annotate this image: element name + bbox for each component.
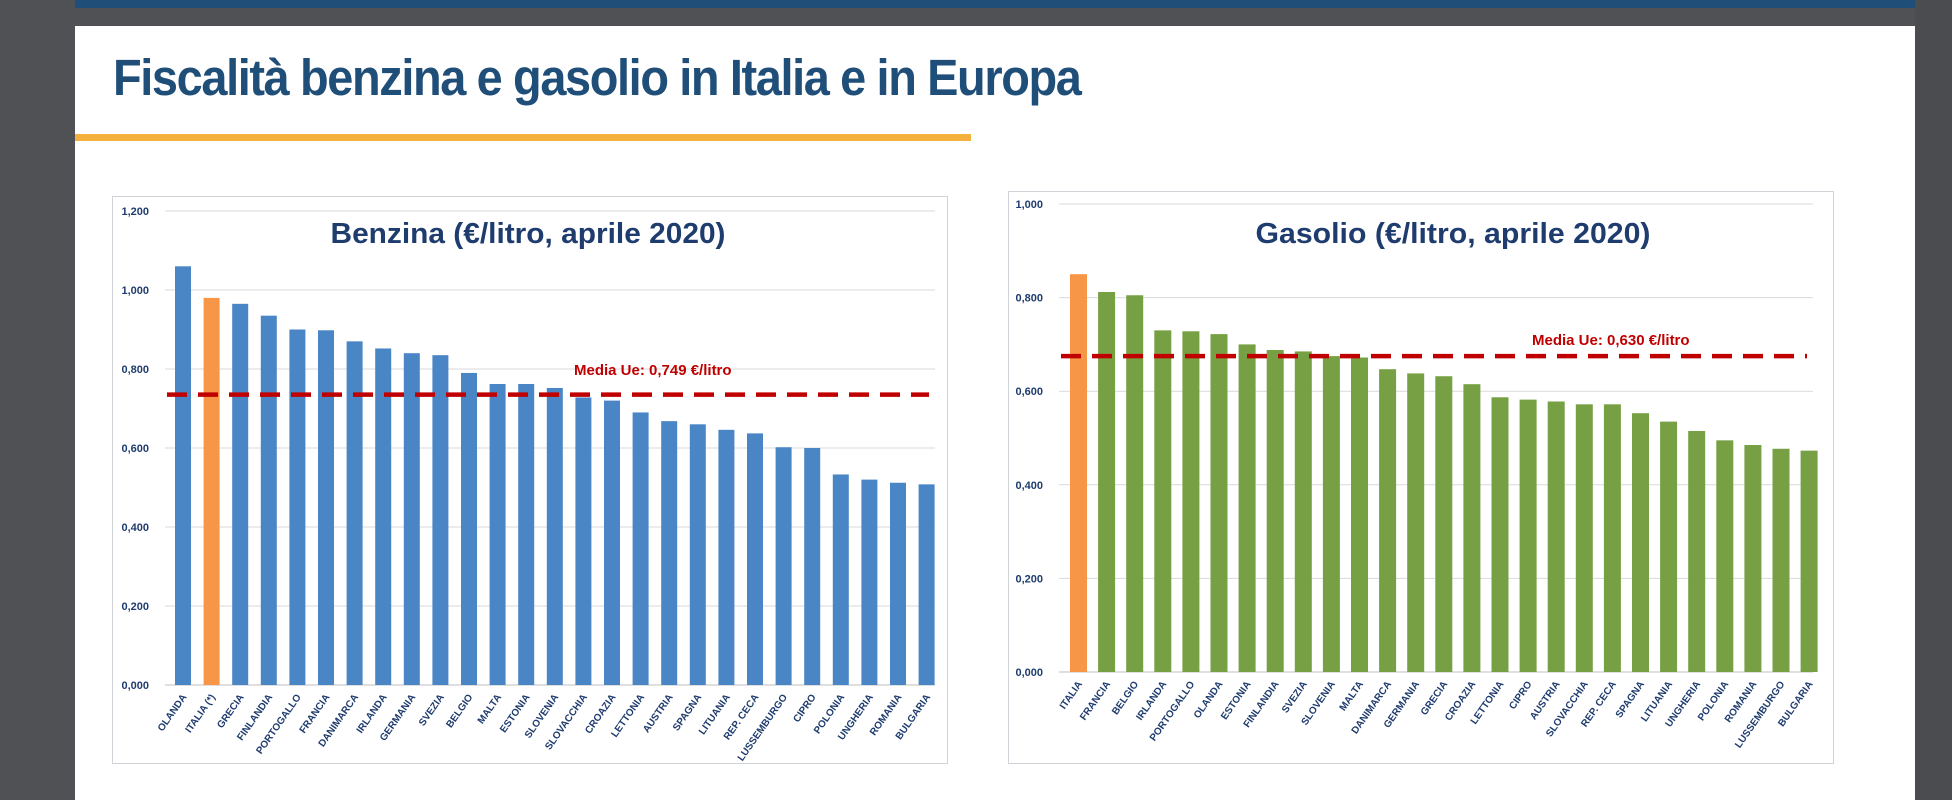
bar-romania xyxy=(1744,445,1762,672)
eu-average-label: Media Ue: 0,630 €/litro xyxy=(1532,332,1690,349)
chart-title: Benzina (€/litro, aprile 2020) xyxy=(331,218,726,250)
bar-romania xyxy=(890,482,906,685)
y-tick-label: 1,000 xyxy=(121,285,149,297)
x-tick-label: GRECIA xyxy=(215,692,246,730)
x-tick-label: CIPRO xyxy=(1507,679,1534,711)
bar-estonia xyxy=(518,384,535,685)
x-tick-label: MALTA xyxy=(476,692,504,726)
x-tick-label: LUSSEMBURGO xyxy=(1733,679,1787,750)
bar-cipro xyxy=(1519,399,1537,672)
x-tick-label: MALTA xyxy=(1338,679,1366,713)
bar-slovenia xyxy=(546,387,563,685)
bar-spagna xyxy=(689,424,706,685)
bar-rep-ceca xyxy=(1603,404,1621,672)
bar-croazia xyxy=(604,400,620,685)
x-tick-label: BELGIO xyxy=(1110,679,1141,717)
bar-slovacchia xyxy=(575,397,592,685)
bar-polonia xyxy=(1716,440,1734,672)
top-accent-bar xyxy=(75,0,1915,8)
bar-francia xyxy=(1098,291,1116,672)
y-tick-label: 1,000 xyxy=(1015,199,1043,211)
bar-spagna xyxy=(1632,413,1649,672)
y-tick-label: 0,400 xyxy=(121,522,149,534)
bar-svezia xyxy=(1294,351,1312,672)
y-tick-label: 0,800 xyxy=(121,364,149,376)
bar-portogallo xyxy=(289,329,306,685)
benzina-chart: 0,0000,2000,4000,6000,8001,0001,200OLAND… xyxy=(121,206,935,763)
bar-cipro xyxy=(804,448,821,685)
bar-malta xyxy=(1351,357,1368,672)
bar-lituania xyxy=(1660,421,1678,672)
bar-estonia xyxy=(1238,344,1256,672)
benzina-chart-panel: 0,000 0,200 0,400 0,600 0,800 1,000 1,200 OLAND… xyxy=(112,196,948,764)
bar-austria xyxy=(661,421,678,685)
x-tick-label: BELGIO xyxy=(444,692,475,730)
bar-ungheria xyxy=(1688,430,1706,672)
bar-ungheria xyxy=(861,479,878,685)
title-underline xyxy=(75,134,971,141)
bar-irlanda xyxy=(1154,330,1172,672)
bar-slovacchia xyxy=(1575,404,1593,672)
bar-malta xyxy=(489,384,506,685)
bar-germania xyxy=(1407,373,1425,672)
y-tick-label: 0,400 xyxy=(1015,480,1043,492)
x-tick-label: CIPRO xyxy=(791,692,818,724)
bar-germania xyxy=(403,353,420,685)
gasolio-chart: 0,0000,2000,4000,6000,8001,000ITALIAFRAN… xyxy=(1015,199,1818,750)
bar-austria xyxy=(1547,401,1565,672)
bar-lettonia xyxy=(1491,397,1509,672)
x-tick-label: SVEZIA xyxy=(417,692,447,728)
slide-title: Fiscalità benzina e gasolio in Italia e … xyxy=(113,49,1082,106)
x-tick-label: ITALIA xyxy=(1058,679,1085,711)
bar-croazia xyxy=(1463,384,1481,672)
bar-rep-ceca xyxy=(747,433,763,685)
bar-belgio xyxy=(1126,295,1144,672)
bar-irlanda xyxy=(375,348,392,685)
bar-grecia xyxy=(1435,376,1453,672)
y-tick-label: 0,600 xyxy=(1015,386,1043,398)
bar-italia xyxy=(1070,274,1087,672)
bar-grecia xyxy=(232,303,249,685)
bar-polonia xyxy=(832,474,849,685)
gasolio-chart-panel: 0,000 0,200 0,400 0,600 0,800 1,000 ITALIA FRAN… xyxy=(1008,191,1834,764)
y-tick-label: 0,000 xyxy=(121,680,149,692)
bar-belgio xyxy=(461,372,477,685)
chart-title: Gasolio (€/litro, aprile 2020) xyxy=(1256,218,1651,250)
bar-portogallo xyxy=(1182,331,1200,672)
bar-italia xyxy=(203,297,220,685)
bar-bulgaria xyxy=(1800,450,1818,672)
y-tick-label: 0,600 xyxy=(121,443,149,455)
bar-olanda xyxy=(1210,334,1228,672)
bar-svezia xyxy=(432,355,449,685)
bar-francia xyxy=(318,330,334,685)
x-tick-label: SVEZIA xyxy=(1280,679,1310,715)
y-tick-label: 0,800 xyxy=(1015,293,1043,305)
bar-olanda xyxy=(175,266,191,685)
bar-finlandia xyxy=(1266,350,1284,672)
y-tick-label: 0,000 xyxy=(1015,667,1043,679)
bar-lussemburgo xyxy=(1772,448,1790,672)
bar-danimarca xyxy=(1379,369,1397,672)
y-tick-label: 1,200 xyxy=(121,206,149,218)
bar-lussemburgo xyxy=(775,447,792,685)
bar-slovenia xyxy=(1322,356,1340,672)
y-tick-label: 0,200 xyxy=(1015,573,1043,585)
bar-lituania xyxy=(718,429,735,685)
bar-lettonia xyxy=(632,412,649,685)
bar-danimarca xyxy=(346,341,363,685)
eu-average-label: Media Ue: 0,749 €/litro xyxy=(574,362,732,379)
bar-finlandia xyxy=(260,315,277,685)
bar-bulgaria xyxy=(918,484,935,685)
y-tick-label: 0,200 xyxy=(121,601,149,613)
window-scrollbar[interactable] xyxy=(1915,0,1952,800)
